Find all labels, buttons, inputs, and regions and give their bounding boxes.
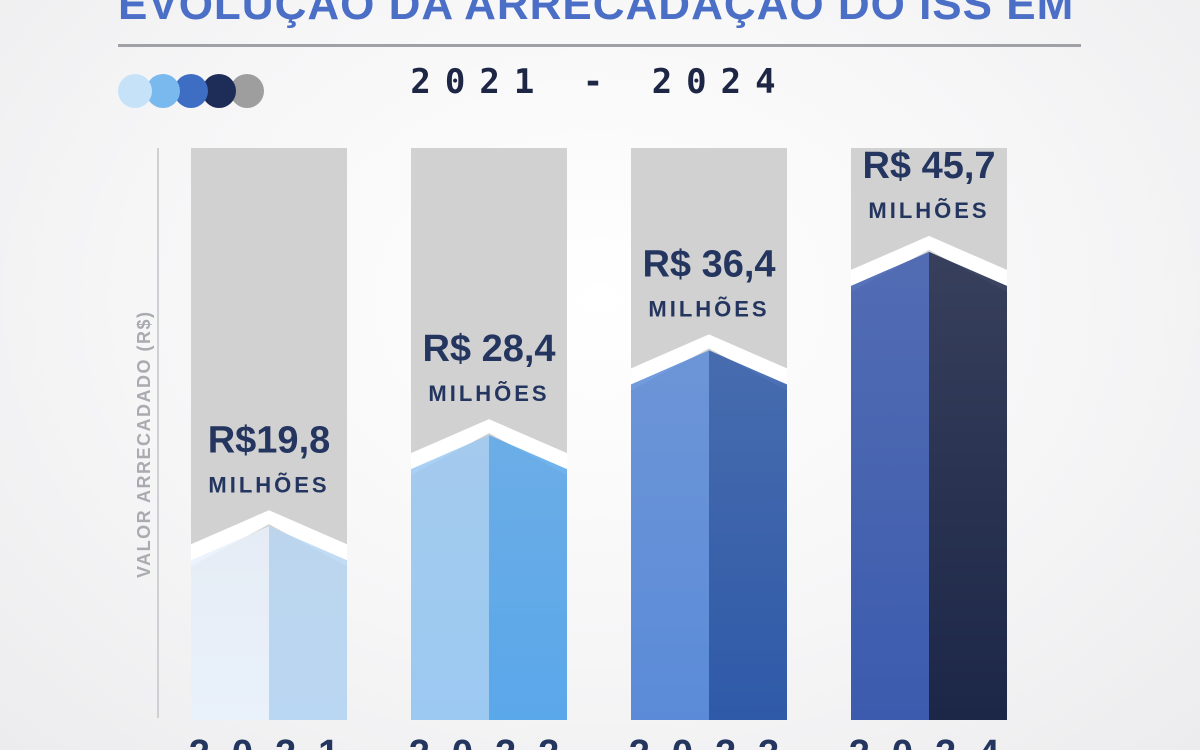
bar-left-face	[191, 526, 269, 720]
bar-chevron	[191, 510, 347, 567]
bar-chevron	[631, 334, 787, 391]
data-label-value: R$ 28,4	[422, 328, 555, 370]
x-tick-label: 2021	[189, 733, 362, 750]
x-tick-label: 2024	[849, 733, 1022, 750]
bar-right-face	[269, 526, 347, 720]
bar-right-face	[929, 251, 1007, 720]
bar-left-face	[631, 350, 709, 720]
data-label-value: R$ 45,7	[862, 145, 995, 187]
data-label-unit: MILHÕES	[428, 381, 549, 406]
decorative-dots	[118, 74, 268, 110]
x-tick-label: 2022	[409, 733, 582, 750]
data-label-unit: MILHÕES	[208, 472, 329, 497]
bar-chevron	[851, 235, 1007, 292]
bar-left-face	[851, 251, 929, 720]
chart-subtitle: 2021 - 2024	[410, 62, 790, 102]
title-divider	[118, 44, 1081, 47]
bar-right-face	[489, 435, 567, 720]
data-label-unit: MILHÕES	[648, 296, 769, 321]
bar-chevron	[411, 419, 567, 476]
y-axis-line	[157, 148, 159, 718]
bar-right-face	[709, 350, 787, 720]
chart-title: EVOLUÇÃO DA ARRECADAÇÃO DO ISS EM BÚZIOS	[118, 0, 1088, 29]
data-label-value: R$ 36,4	[642, 243, 775, 285]
bar-left-face	[411, 435, 489, 720]
decor-dot	[118, 74, 152, 108]
x-tick-label: 2023	[629, 733, 802, 750]
data-label-unit: MILHÕES	[868, 198, 989, 223]
data-label-value: R$19,8	[208, 419, 331, 461]
